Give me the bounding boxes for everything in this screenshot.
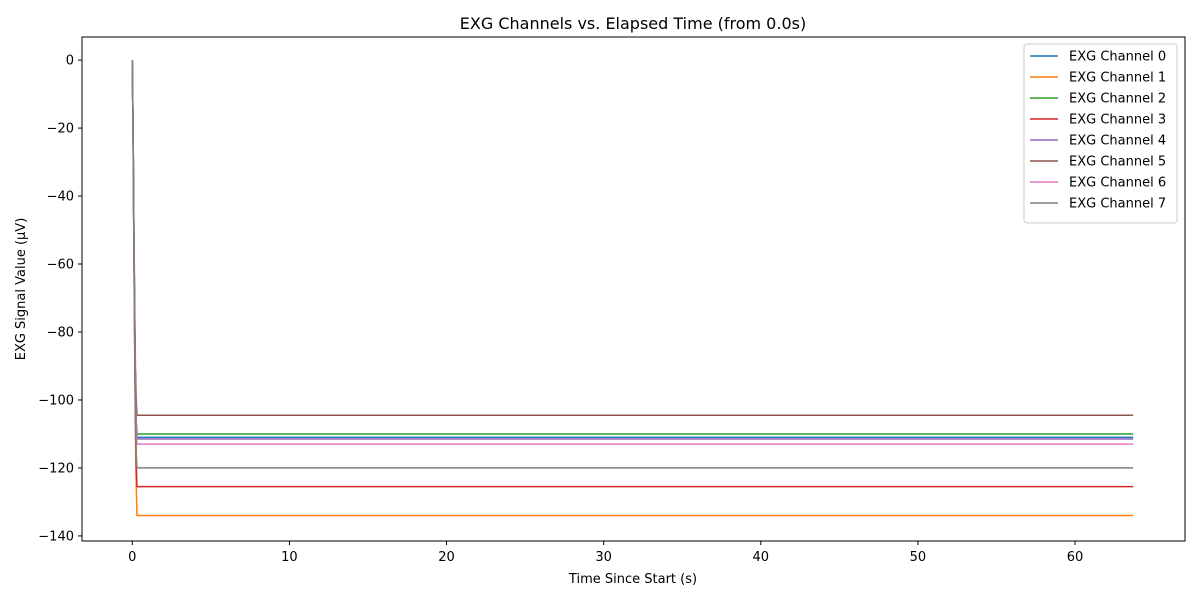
legend-label-4: EXG Channel 4 — [1069, 134, 1166, 149]
y-tick-label: −40 — [47, 190, 74, 205]
x-tick-label: 10 — [281, 550, 298, 565]
legend-box — [1023, 43, 1178, 224]
x-tick-label: 0 — [128, 550, 136, 565]
x-tick-label: 30 — [595, 550, 612, 565]
legend-label-7: EXG Channel 7 — [1069, 197, 1166, 212]
x-axis-label: Time Since Start (s) — [568, 572, 697, 587]
y-tick-label: −140 — [38, 529, 74, 544]
x-tick-label: 20 — [438, 550, 455, 565]
legend-label-1: EXG Channel 1 — [1069, 71, 1166, 86]
y-axis-label: EXG Signal Value (µV) — [14, 218, 29, 361]
chart-title: EXG Channels vs. Elapsed Time (from 0.0s… — [460, 14, 806, 33]
x-axis: 0 10 20 30 40 50 60 — [128, 541, 1083, 565]
x-tick-label: 40 — [752, 550, 769, 565]
y-tick-label: 0 — [66, 54, 74, 69]
y-axis: 0 −20 −40 −60 −80 −100 −120 −140 — [38, 54, 82, 544]
legend-label-2: EXG Channel 2 — [1069, 92, 1166, 107]
x-tick-label: 50 — [910, 550, 927, 565]
legend: EXG Channel 0 EXG Channel 1 EXG Channel 2 E… — [1023, 43, 1178, 224]
legend-label-6: EXG Channel 6 — [1069, 176, 1166, 191]
series-line-7 — [131, 60, 1134, 469]
series-layer — [131, 60, 1134, 517]
y-tick-label: −60 — [47, 258, 74, 273]
y-tick-label: −100 — [38, 393, 74, 408]
plot-frame — [81, 36, 1186, 542]
legend-label-5: EXG Channel 5 — [1069, 155, 1166, 170]
y-tick-label: −20 — [47, 122, 74, 137]
x-tick-label: 60 — [1067, 550, 1084, 565]
y-tick-label: −80 — [47, 325, 74, 340]
y-tick-label: −120 — [38, 461, 74, 476]
plot-area — [82, 37, 1185, 541]
legend-label-3: EXG Channel 3 — [1069, 113, 1166, 128]
legend-label-0: EXG Channel 0 — [1069, 50, 1166, 65]
